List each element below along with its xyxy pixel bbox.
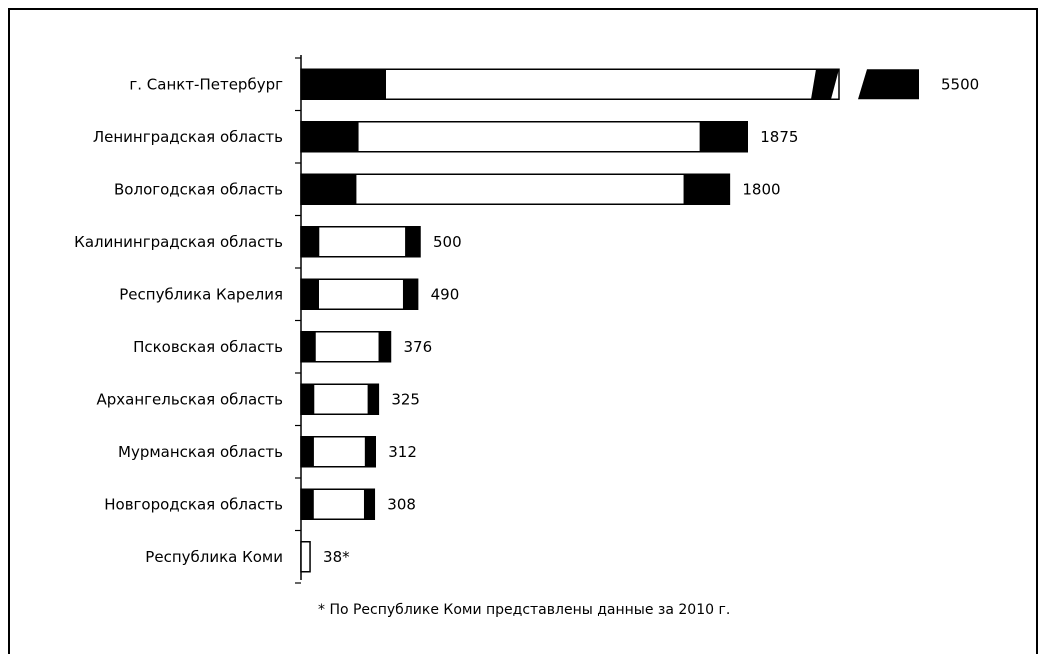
bar — [300, 226, 421, 258]
data-label: 325 — [391, 390, 420, 408]
bar-edge-shade — [367, 384, 379, 415]
data-label: 1800 — [742, 180, 780, 198]
bar-edge-shade — [363, 489, 375, 520]
category-label: Псковская область — [133, 338, 283, 356]
category-label: Республика Коми — [145, 548, 283, 566]
bar-edge-shade — [699, 121, 748, 152]
bar-edge-shade — [378, 331, 391, 362]
chart-frame — [8, 8, 1038, 654]
category-label: Калининградская область — [74, 233, 283, 251]
bar-edge-shade — [301, 226, 320, 257]
bar-edge-shade — [301, 121, 359, 152]
bar-segment — [300, 68, 840, 100]
bar-edge-shade — [405, 226, 420, 257]
bar-segment — [858, 69, 919, 100]
bar-edge-shade — [301, 279, 319, 310]
data-label: 490 — [431, 285, 460, 303]
chart-footnote: * По Республике Коми представлены данные… — [318, 602, 730, 618]
bar — [300, 173, 731, 205]
category-label: Республика Карелия — [119, 285, 283, 303]
data-label: 38* — [323, 548, 350, 566]
bar-edge-shade — [301, 436, 314, 467]
bar-edge-shade — [301, 489, 314, 520]
bar-edge-shade — [301, 69, 386, 100]
data-label: 5500 — [941, 75, 979, 93]
bar — [300, 331, 392, 363]
category-label: г. Санкт-Петербург — [129, 75, 283, 93]
bar-edge-shade — [364, 436, 376, 467]
bar-edge-shade — [683, 174, 730, 205]
bar — [300, 278, 419, 310]
category-label: Вологодская область — [114, 180, 283, 198]
data-label: 308 — [387, 495, 416, 513]
data-label: 1875 — [760, 128, 798, 146]
bar-edge-shade — [301, 384, 315, 415]
bar — [300, 541, 311, 573]
category-label: Мурманская область — [118, 443, 283, 461]
data-label: 312 — [388, 443, 417, 461]
category-label: Ленинградская область — [93, 128, 283, 146]
category-label: Новгородская область — [104, 495, 283, 513]
bar-edge-shade — [301, 174, 357, 205]
bar — [300, 121, 748, 153]
data-label: 500 — [433, 233, 462, 251]
category-label: Архангельская область — [96, 390, 283, 408]
bar-edge-shade — [402, 279, 418, 310]
data-label: 376 — [403, 338, 432, 356]
bar-edge-shade — [811, 69, 839, 100]
bar-edge-shade — [301, 331, 316, 362]
